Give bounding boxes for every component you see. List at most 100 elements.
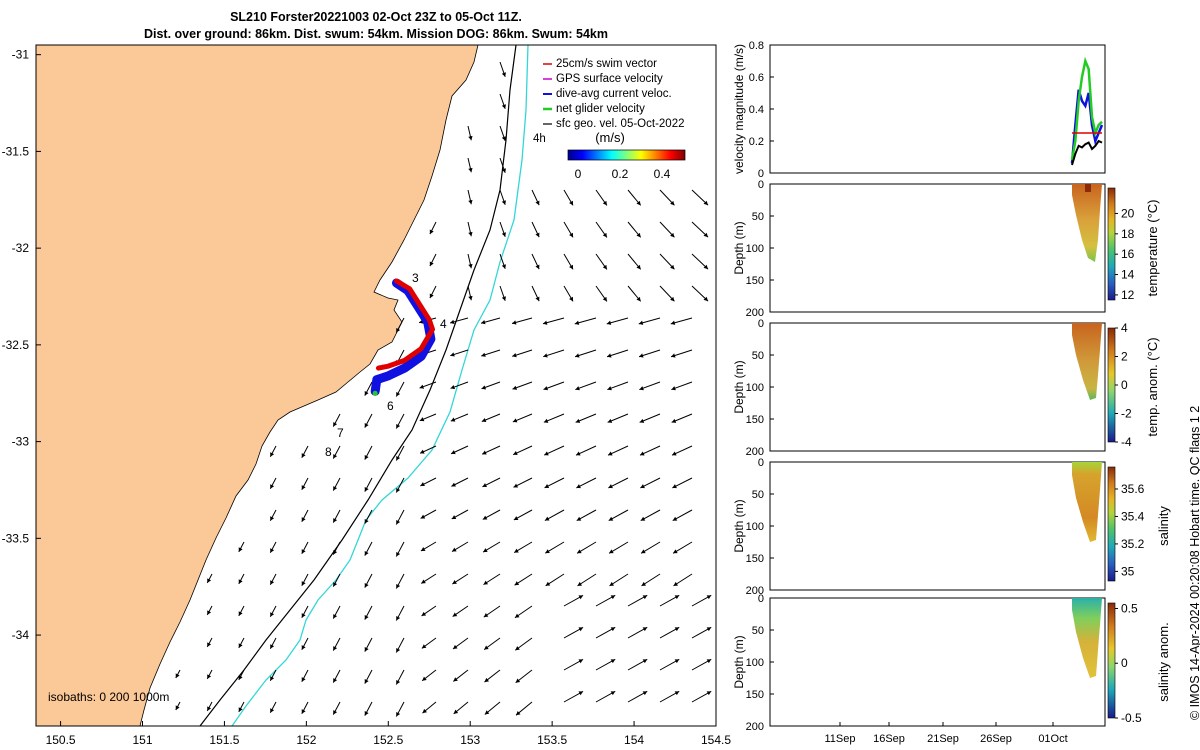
velocity-arrowhead — [482, 483, 488, 488]
map-axes: 150.5 151 151.5 152 152.5 153 153.5 154 154.5 -31… — [2, 48, 732, 747]
colorbar-tick-label: 35 — [1121, 564, 1135, 578]
velocity-arrowhead — [429, 229, 434, 235]
velocity-arrowhead — [670, 320, 676, 325]
velocity-arrowhead — [396, 391, 401, 397]
day-label-6: 6 — [387, 399, 394, 413]
velocity-arrowhead — [608, 451, 613, 456]
velocity-arrowhead — [238, 579, 243, 584]
day-labels: 3 4 6 7 8 — [325, 271, 447, 459]
map-xtick-label: 153 — [460, 733, 480, 747]
velocity-arrowhead — [535, 264, 540, 270]
velocity-arrowhead — [542, 320, 548, 325]
velocity-arrowhead — [607, 386, 612, 391]
velocity-arrowhead — [421, 611, 427, 616]
velocity-arrowhead — [703, 200, 709, 206]
velocity-arrowhead — [364, 423, 369, 428]
velocity-arrowhead — [207, 674, 212, 679]
velocity-arrowhead — [468, 231, 473, 237]
depth-tick-label: 0 — [758, 318, 764, 330]
legend-dive-avg: dive-avg current veloc. — [543, 88, 672, 100]
velocity-arrowhead — [501, 72, 506, 77]
velocity-arrowhead — [238, 547, 243, 552]
velocity-arrowhead — [515, 678, 521, 683]
velocity-arrowhead — [483, 548, 488, 553]
velocity-arrowhead — [543, 353, 548, 358]
colorbar-tick-0.2: 0.2 — [612, 167, 629, 181]
velocity-arrowhead — [640, 516, 646, 521]
salinity-cbar-label: salinity — [1156, 506, 1171, 546]
velocity-arrowhead — [670, 232, 675, 238]
svg-text:net glider velocity: net glider velocity — [556, 103, 645, 115]
velocity-arrowhead — [706, 595, 712, 600]
temperature-colorbar — [1107, 187, 1116, 301]
velocity-arrowhead — [569, 264, 574, 270]
temp-anom-profile — [1072, 323, 1102, 400]
velocity-arrowhead — [673, 581, 679, 586]
velocity-arrowhead — [420, 482, 425, 487]
velocity-arrowhead — [364, 711, 369, 716]
day-label-3: 3 — [412, 271, 419, 285]
velocity-arrowhead — [333, 582, 338, 587]
velocity-arrowhead — [639, 418, 645, 423]
velocity-arrowhead — [575, 353, 580, 358]
colorbar-tick-label: -0.5 — [1121, 711, 1142, 725]
velocity-arrowhead — [484, 710, 490, 715]
temp-anom-colorbar — [1107, 327, 1116, 443]
salinity-anom-cbar-label: salinity anom. — [1156, 622, 1171, 701]
velocity-arrowhead — [671, 418, 677, 423]
velocity-arrowhead — [706, 627, 712, 632]
velocity-arrowhead — [569, 296, 574, 302]
velocity-arrowhead — [207, 578, 212, 583]
legend-sfc-geo-vel: sfc geo. vel. 05-Oct-2022 — [543, 118, 684, 130]
velocity-arrowhead — [543, 418, 549, 423]
velocity-arrowhead — [429, 261, 434, 267]
velocity-arrowhead — [419, 417, 425, 422]
velocity-ytick-label: 0.4 — [749, 104, 764, 116]
velocity-arrowhead — [364, 583, 369, 588]
velocity-arrowhead — [452, 580, 457, 585]
surface-velocity-arrows — [175, 61, 712, 717]
salinity-anom-ylabel: Depth (m) — [732, 635, 746, 688]
velocity-arrowhead — [452, 644, 458, 649]
velocity-arrowhead — [670, 264, 675, 270]
velocity-arrowhead — [450, 319, 455, 325]
glider-track — [370, 278, 436, 396]
colorbar-tick-0: 0 — [575, 167, 582, 181]
velocity-arrowhead — [396, 327, 401, 333]
velocity-arrowhead — [450, 384, 456, 390]
velocity-arrowhead — [501, 168, 506, 173]
salinity-panel: Depth (m) salinity — [732, 461, 1171, 591]
temperature-warm-core — [1085, 184, 1091, 192]
velocity-ytick-label: 0.2 — [749, 136, 764, 148]
legend-swim-vector: 25cm/s swim vector — [543, 58, 657, 70]
colorbar-tick-label: 35.2 — [1121, 537, 1145, 551]
colorbar-title: (m/s) — [595, 130, 625, 145]
velocity-arrowhead — [636, 232, 641, 238]
velocity-arrowhead — [301, 485, 306, 490]
velocity-arrowhead — [419, 384, 425, 389]
velocity-arrowhead — [333, 614, 338, 619]
colorbar-tick-label: -4 — [1121, 435, 1132, 449]
temperature-ylabel: Depth (m) — [732, 221, 746, 274]
velocity-arrowhead — [396, 487, 401, 493]
map-xtick-label: 152.5 — [373, 733, 403, 747]
velocity-ylabel: velocity magnitude (m/s) — [732, 44, 746, 174]
velocity-arrowhead — [484, 645, 489, 650]
colorbar-tick-label: 14 — [1121, 268, 1135, 282]
velocity-arrowhead — [641, 581, 647, 586]
velocity-arrowhead — [396, 679, 401, 685]
velocity-arrowhead — [513, 516, 519, 520]
velocity-y-ticks: 0 0.2 0.4 0.6 0.8 — [749, 40, 774, 180]
map-subtitle: Dist. over ground: 86km. Dist. swum: 54k… — [143, 27, 608, 41]
velocity-arrowhead — [544, 516, 550, 521]
date-tick-label: 11Sep — [825, 733, 856, 745]
colorbar-tick-label: 35.4 — [1121, 509, 1145, 523]
velocity-arrowhead — [602, 232, 607, 238]
velocity-arrowhead — [301, 709, 306, 714]
velocity-arrowhead — [544, 451, 549, 456]
velocity-arrowhead — [501, 296, 506, 301]
velocity-arrowhead — [640, 451, 645, 456]
velocity-arrowhead — [576, 484, 581, 489]
salinity-panel-frame — [769, 461, 1106, 591]
velocity-arrowhead — [396, 423, 401, 429]
